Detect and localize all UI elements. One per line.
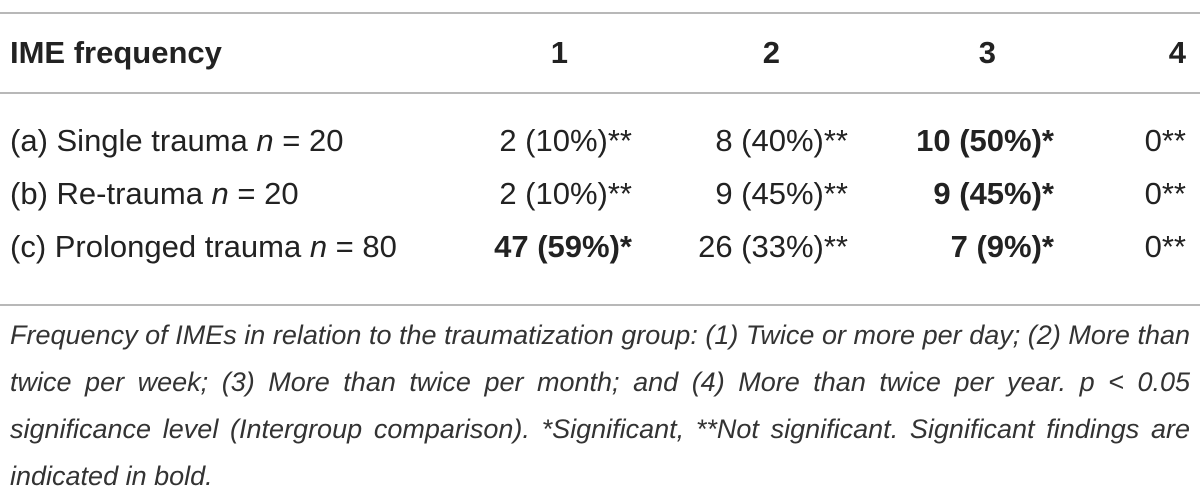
cell-freq-4: 0** bbox=[1144, 122, 1186, 158]
table-container: IME frequency 1 2 3 4 (a) Single trauma … bbox=[0, 12, 1200, 491]
header-col-2: 2 bbox=[762, 35, 780, 70]
cell-freq-3: 10 (50%)* bbox=[916, 122, 1054, 158]
cell-freq-3: 7 (9%)* bbox=[950, 228, 1054, 264]
top-rule bbox=[0, 12, 1200, 14]
cell-freq-1: 2 (10%)** bbox=[499, 175, 632, 211]
row-label-text: (a) Single trauma bbox=[10, 122, 257, 158]
row-label: (a) Single trauma n = 20 bbox=[0, 92, 440, 167]
cell-freq-4: 0** bbox=[1144, 228, 1186, 264]
header-col-1: 1 bbox=[550, 35, 568, 70]
row-label-text: (c) Prolonged trauma bbox=[10, 228, 310, 264]
cell-freq-2: 8 (40%)** bbox=[715, 122, 848, 158]
cell-freq-1: 47 (59%)* bbox=[494, 228, 632, 264]
cell-freq-3: 9 (45%)* bbox=[933, 175, 1054, 211]
row-label: (b) Re-trauma n = 20 bbox=[0, 167, 440, 220]
table-body: (a) Single trauma n = 20 2 (10%)** 8 (40%)… bbox=[0, 92, 1200, 273]
table-row: (b) Re-trauma n = 20 2 (10%)** 9 (45%)** 9 … bbox=[0, 167, 1200, 220]
header-label: IME frequency bbox=[10, 35, 222, 70]
ime-frequency-table: IME frequency 1 2 3 4 (a) Single trauma … bbox=[0, 14, 1200, 273]
cell-freq-2: 26 (33%)** bbox=[698, 228, 848, 264]
sample-size-symbol: n bbox=[309, 228, 328, 264]
sample-size-symbol: n bbox=[256, 122, 274, 158]
row-label: (c) Prolonged trauma n = 80 bbox=[0, 220, 440, 273]
sample-size-value: = 20 bbox=[273, 122, 344, 158]
table-row: (c) Prolonged trauma n = 80 47 (59%)* 26 (… bbox=[0, 220, 1200, 273]
header-row: IME frequency 1 2 3 4 bbox=[0, 14, 1200, 92]
cell-freq-2: 9 (45%)** bbox=[715, 175, 848, 211]
header-rule bbox=[0, 92, 1200, 94]
table-footnote: Frequency of IMEs in relation to the tra… bbox=[10, 320, 1190, 491]
table-row: (a) Single trauma n = 20 2 (10%)** 8 (40%)… bbox=[0, 92, 1200, 167]
row-label-text: (b) Re-trauma bbox=[10, 175, 212, 211]
header-col-3: 3 bbox=[978, 35, 996, 70]
sample-size-value: = 20 bbox=[228, 175, 299, 211]
cell-freq-4: 0** bbox=[1144, 175, 1186, 211]
sample-size-value: = 80 bbox=[327, 228, 397, 264]
bottom-rule bbox=[0, 304, 1200, 306]
sample-size-symbol: n bbox=[211, 175, 229, 211]
header-col-4: 4 bbox=[1168, 35, 1186, 70]
cell-freq-1: 2 (10%)** bbox=[499, 122, 632, 158]
